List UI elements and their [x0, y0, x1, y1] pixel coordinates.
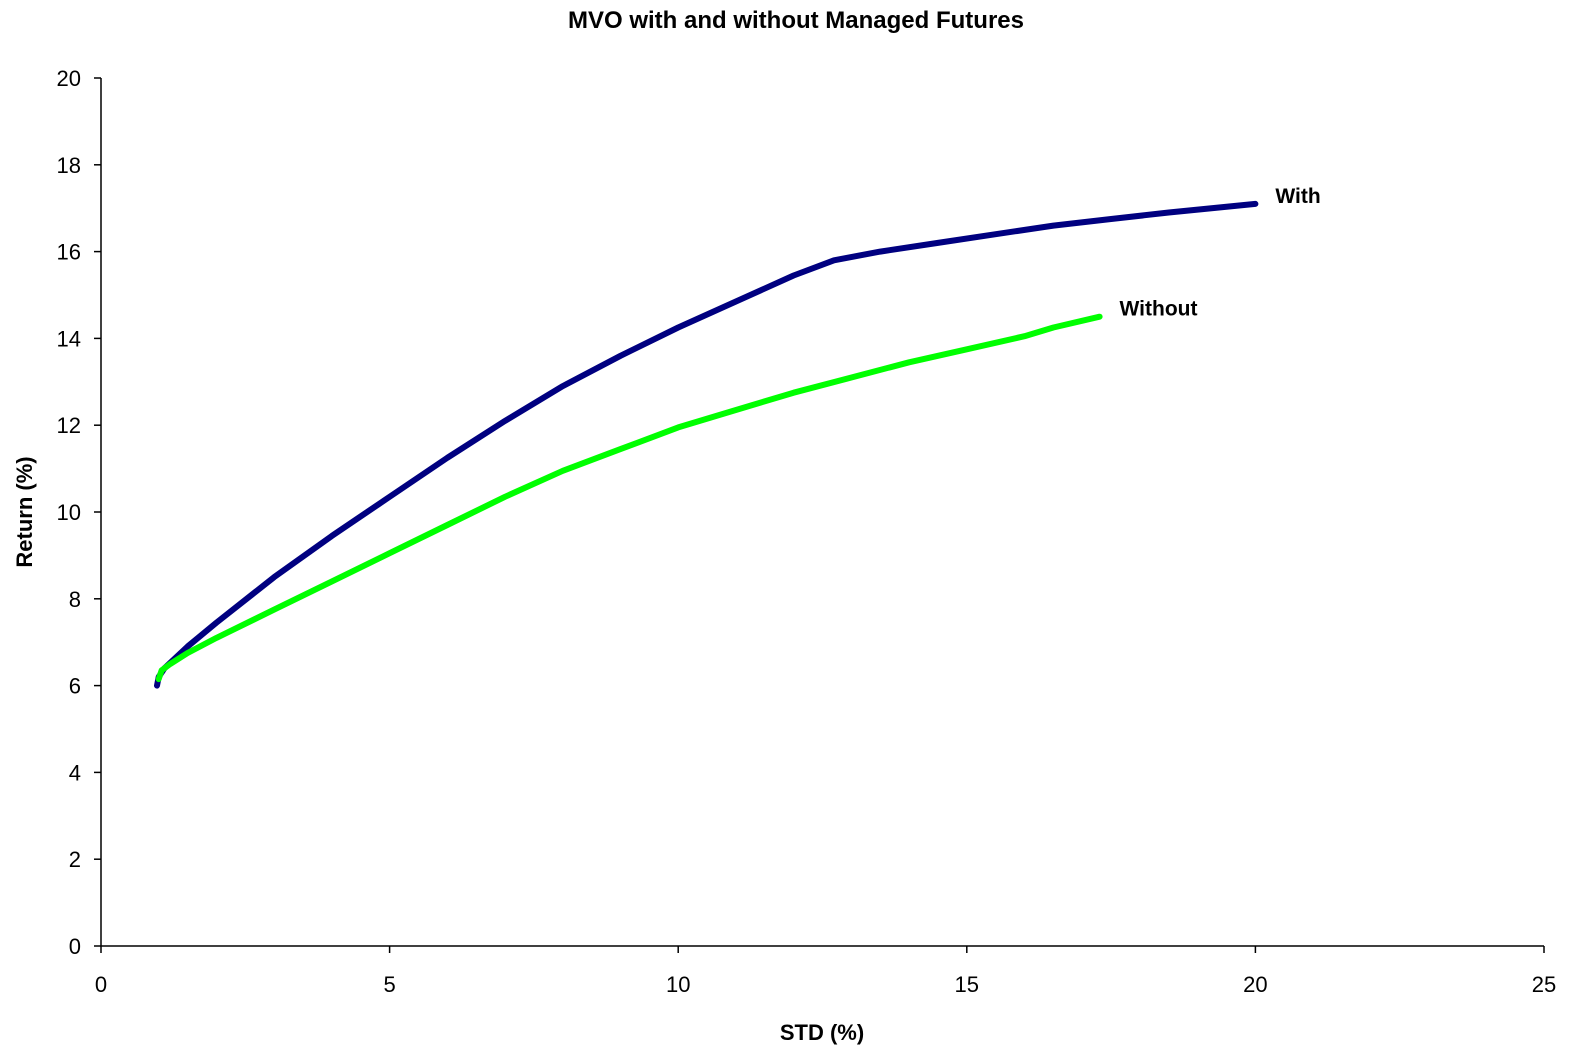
x-tick-label: 20: [1243, 972, 1267, 997]
y-tick-label: 2: [69, 847, 81, 872]
y-tick-label: 14: [57, 326, 81, 351]
y-tick-label: 4: [69, 760, 81, 785]
y-tick-label: 6: [69, 674, 81, 699]
series-layer: With Without: [154, 185, 1321, 689]
x-tick-label: 10: [666, 972, 690, 997]
y-tick-label: 12: [57, 413, 81, 438]
x-ticks: 0 5 10 15 20 25: [95, 946, 1556, 997]
series-line-with: [154, 200, 1259, 689]
x-tick-label: 0: [95, 972, 107, 997]
series-line-without: [155, 313, 1103, 683]
y-tick-label: 20: [57, 66, 81, 91]
y-tick-label: 18: [57, 153, 81, 178]
x-axis-label: STD (%): [780, 1020, 864, 1045]
y-tick-label: 8: [69, 587, 81, 612]
chart-title: MVO with and without Managed Futures: [568, 7, 1024, 34]
x-tick-label: 25: [1532, 972, 1556, 997]
y-ticks: 0 2 4 6 8 10 12 14 16 18 20: [57, 66, 101, 959]
axes: [100, 78, 1544, 947]
series-label-without: Without: [1120, 298, 1198, 321]
y-tick-label: 16: [57, 240, 81, 265]
y-tick-label: 10: [57, 500, 81, 525]
y-tick-label: 0: [69, 934, 81, 959]
x-tick-label: 15: [955, 972, 979, 997]
y-axis-label: Return (%): [12, 456, 37, 567]
x-tick-label: 5: [383, 972, 395, 997]
series-label-with: With: [1275, 185, 1320, 208]
